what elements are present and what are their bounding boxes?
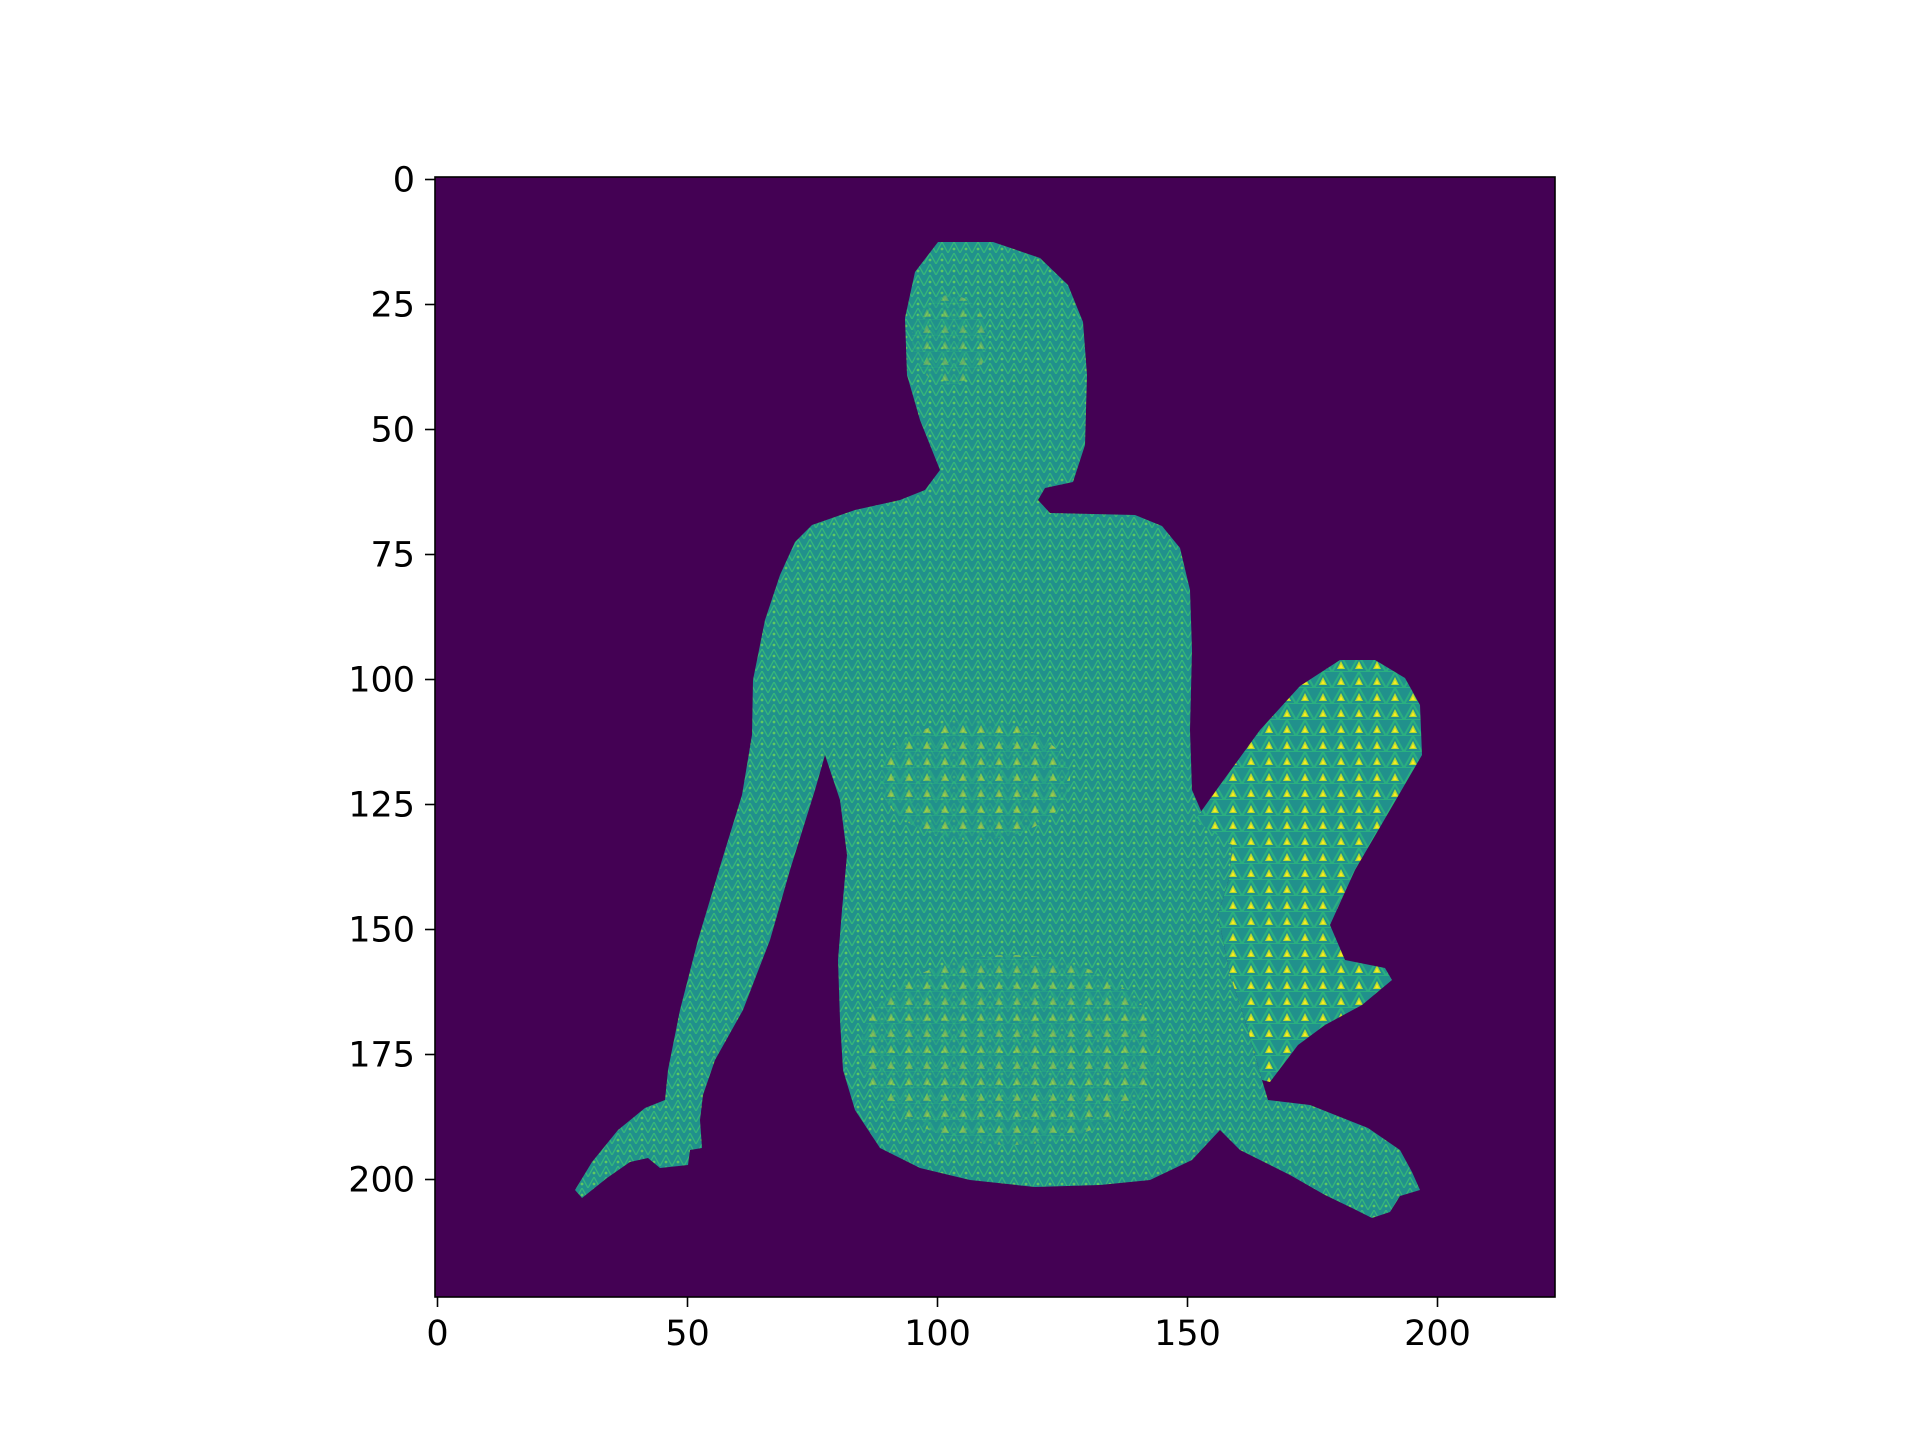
- y-tick-label: 0: [393, 161, 415, 201]
- y-tick-label: 75: [370, 536, 415, 576]
- x-tick-label: 0: [426, 1314, 448, 1354]
- heatmap-image: [435, 177, 1555, 1297]
- x-tick-label: 50: [665, 1314, 710, 1354]
- x-tick-label: 150: [1154, 1314, 1221, 1354]
- y-tick-label: 25: [370, 286, 415, 326]
- body-silhouette: [575, 242, 1422, 1218]
- torso-mesh-highlights: [880, 720, 1070, 840]
- y-tick-label: 175: [348, 1036, 415, 1076]
- y-axis: 0 25 50 75 100 125 150 175 200: [348, 161, 435, 1201]
- y-tick-label: 50: [370, 411, 415, 451]
- x-tick-label: 100: [904, 1314, 971, 1354]
- y-tick-label: 150: [348, 911, 415, 951]
- axes-frame: [434, 176, 1556, 1298]
- y-tick-label: 100: [348, 661, 415, 701]
- y-tick-label: 125: [348, 786, 415, 826]
- raised-leg-region: [1195, 660, 1422, 1082]
- y-tick-label: 200: [348, 1161, 415, 1201]
- head-mesh-highlights: [912, 295, 988, 385]
- hip-mesh-highlights: [860, 955, 1160, 1145]
- x-tick-label: 200: [1404, 1314, 1471, 1354]
- x-axis: 0 50 100 150 200: [426, 1297, 1471, 1354]
